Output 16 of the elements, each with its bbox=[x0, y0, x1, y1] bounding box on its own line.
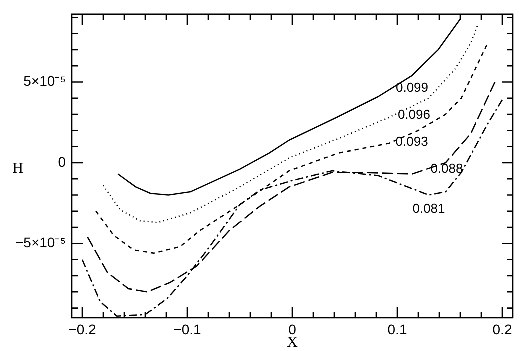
x-tick-label: 0.1 bbox=[388, 321, 408, 338]
series-label: 0.096 bbox=[398, 106, 430, 122]
y-tick-label: 5×10⁻⁵ bbox=[24, 73, 66, 90]
y-axis-title: H bbox=[12, 160, 24, 177]
y-tick-label: 0 bbox=[58, 154, 66, 170]
x-tick-label: −0.2 bbox=[68, 321, 97, 338]
x-tick-label: 0 bbox=[288, 321, 297, 338]
y-tick-label: −5×10⁻⁵ bbox=[15, 234, 66, 251]
series-label: 0.099 bbox=[396, 80, 429, 95]
x-axis-title: X bbox=[287, 334, 298, 351]
x-tick-label: 0.2 bbox=[492, 321, 512, 338]
x-tick-label: −0.1 bbox=[174, 321, 202, 338]
series-label: 0.088 bbox=[430, 160, 464, 176]
line-series bbox=[102, 23, 479, 224]
series-label: 0.081 bbox=[412, 200, 446, 216]
series-label: 0.093 bbox=[396, 134, 428, 149]
